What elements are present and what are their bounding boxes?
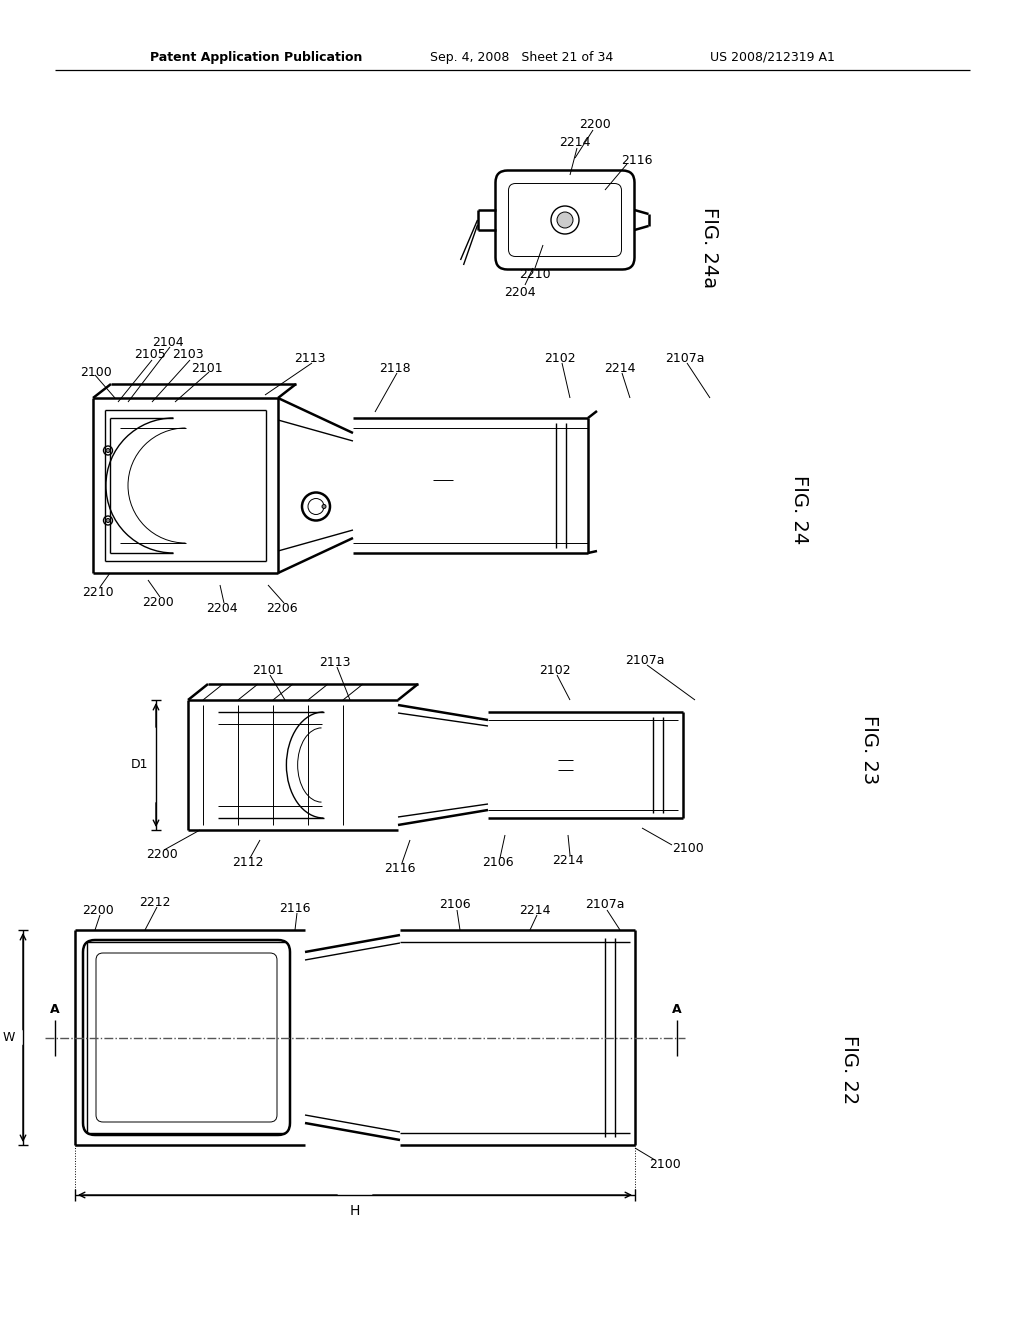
Text: 2102: 2102 xyxy=(540,664,570,676)
Text: 2204: 2204 xyxy=(206,602,238,615)
Text: 2107a: 2107a xyxy=(626,653,665,667)
Text: 2200: 2200 xyxy=(82,903,114,916)
Text: A: A xyxy=(50,1003,59,1016)
Text: 2101: 2101 xyxy=(252,664,284,676)
Text: 2210: 2210 xyxy=(82,586,114,598)
Text: 2100: 2100 xyxy=(80,366,112,379)
Ellipse shape xyxy=(322,504,326,508)
Text: FIG. 24: FIG. 24 xyxy=(790,475,809,545)
Text: Sep. 4, 2008   Sheet 21 of 34: Sep. 4, 2008 Sheet 21 of 34 xyxy=(430,50,613,63)
Text: 2112: 2112 xyxy=(232,857,264,870)
Text: 2105: 2105 xyxy=(134,348,166,362)
Text: 2204: 2204 xyxy=(504,285,536,298)
Text: Patent Application Publication: Patent Application Publication xyxy=(150,50,362,63)
Text: 2116: 2116 xyxy=(622,153,652,166)
Text: 2107a: 2107a xyxy=(666,351,705,364)
Text: 2214: 2214 xyxy=(519,903,551,916)
Text: H: H xyxy=(350,1204,360,1218)
Ellipse shape xyxy=(557,213,573,228)
Text: 2200: 2200 xyxy=(146,849,178,862)
Text: 2214: 2214 xyxy=(552,854,584,866)
Text: 2200: 2200 xyxy=(580,119,611,132)
Text: 2200: 2200 xyxy=(142,595,174,609)
Text: 2113: 2113 xyxy=(319,656,351,668)
Text: D1: D1 xyxy=(131,759,148,771)
Text: 2116: 2116 xyxy=(384,862,416,874)
Text: 2102: 2102 xyxy=(544,351,575,364)
Text: 2106: 2106 xyxy=(482,857,514,870)
Text: 2118: 2118 xyxy=(379,362,411,375)
Ellipse shape xyxy=(106,449,110,453)
Text: A: A xyxy=(672,1003,682,1016)
Text: W: W xyxy=(3,1031,15,1044)
Text: 2214: 2214 xyxy=(604,362,636,375)
Text: US 2008/212319 A1: US 2008/212319 A1 xyxy=(710,50,835,63)
Text: FIG. 24a: FIG. 24a xyxy=(700,207,719,289)
Ellipse shape xyxy=(106,519,110,523)
Text: 2103: 2103 xyxy=(172,348,204,362)
Text: 2210: 2210 xyxy=(519,268,551,281)
Text: 2206: 2206 xyxy=(266,602,298,615)
Text: 2212: 2212 xyxy=(139,895,171,908)
Text: FIG. 22: FIG. 22 xyxy=(840,1035,859,1105)
Text: 2101: 2101 xyxy=(191,362,223,375)
Text: 2100: 2100 xyxy=(649,1159,681,1172)
Text: 2106: 2106 xyxy=(439,899,471,912)
Text: 2104: 2104 xyxy=(153,335,184,348)
Text: 2113: 2113 xyxy=(294,351,326,364)
Text: 2107a: 2107a xyxy=(586,899,625,912)
Text: FIG. 23: FIG. 23 xyxy=(860,715,879,784)
Text: 2214: 2214 xyxy=(559,136,591,149)
Text: 2100: 2100 xyxy=(672,842,703,854)
Text: 2116: 2116 xyxy=(280,902,310,915)
